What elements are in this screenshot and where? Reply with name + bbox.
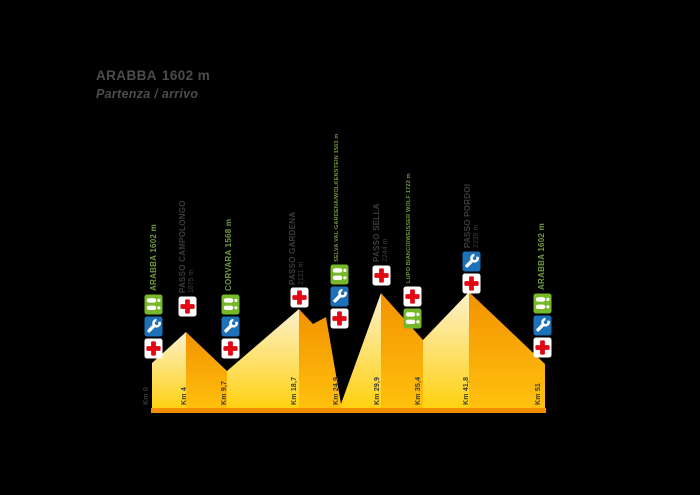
- mechanic-wrench-icon: [462, 251, 481, 272]
- waypoint-name: PASSO GARDENA: [288, 211, 297, 285]
- profile-face-light: [227, 309, 299, 410]
- waypoint-label-lupo-bianco: LUPO BIANCO/WEISSER WOLF 1722 m: [406, 173, 412, 283]
- refreshment-icon: [221, 294, 240, 315]
- refreshment-icon: [403, 308, 422, 329]
- waypoint-elevation: 2244 m: [381, 238, 389, 262]
- medical-aid-icon: [372, 265, 391, 286]
- profile-face-dark: [186, 332, 227, 410]
- km-marker: Km 41,8: [463, 376, 470, 405]
- km-marker: Km 24,9: [333, 376, 340, 405]
- title-subtitle: Partenza / arrivo: [96, 87, 199, 101]
- title-block: ARABBA 1602 m Partenza / arrivo: [96, 68, 210, 101]
- medical-aid-icon: [533, 337, 552, 358]
- medical-aid-icon: [221, 338, 240, 359]
- medical-aid-icon: [330, 308, 349, 329]
- profile-face-dark: [381, 293, 423, 410]
- mechanic-wrench-icon: [533, 315, 552, 336]
- profile-face-dark: [299, 309, 341, 410]
- page-title: ARABBA: [96, 68, 157, 83]
- title-elevation: 1602 m: [161, 68, 211, 83]
- km-marker: Km 51: [535, 382, 542, 405]
- medical-aid-icon: [462, 273, 481, 294]
- km-marker: Km 0: [143, 387, 150, 405]
- medical-aid-icon: [290, 287, 309, 308]
- waypoint-elevation: 1875 m: [187, 269, 195, 293]
- refreshment-icon: [330, 264, 349, 285]
- waypoint-name: LUPO BIANCO/WEISSER WOLF 1722 m: [406, 173, 412, 283]
- waypoint-label-passo-pordoi: PASSO PORDOI 2239 m: [463, 183, 481, 248]
- mechanic-wrench-icon: [330, 286, 349, 307]
- waypoint-name: ARABBA 1602 m: [149, 224, 158, 291]
- waypoint-label-arabba-finish: ARABBA 1602 m: [537, 223, 547, 290]
- mechanic-wrench-icon: [144, 316, 163, 337]
- profile-face-light: [152, 332, 186, 410]
- refreshment-icon: [144, 294, 163, 315]
- km-marker: Km 18,7: [291, 376, 298, 405]
- medical-aid-icon: [144, 338, 163, 359]
- waypoint-name: SELVA VAL GARDENA/WOLKENSTEIN 1563 m: [334, 133, 340, 262]
- waypoint-name: ARABBA 1602 m: [537, 223, 546, 290]
- km-marker: Km 4: [181, 387, 188, 405]
- waypoint-label-selva-val-gardena: SELVA VAL GARDENA/WOLKENSTEIN 1563 m: [334, 134, 340, 262]
- waypoint-label-passo-gardena: PASSO GARDENA 2121 m: [288, 211, 306, 285]
- waypoint-name: PASSO SELLA: [372, 203, 381, 262]
- waypoint-name: CORVARA 1568 m: [224, 218, 233, 291]
- waypoint-label-passo-sella: PASSO SELLA 2244 m: [372, 203, 390, 262]
- profile-face-light: [341, 293, 381, 410]
- medical-aid-icon: [403, 286, 422, 307]
- profile-face-light: [423, 292, 469, 410]
- profile-baseline: [151, 408, 546, 413]
- waypoint-elevation: 2121 m: [297, 261, 305, 285]
- medical-aid-icon: [178, 296, 197, 317]
- waypoint-label-passo-campolongo: PASSO CAMPOLONGO 1875 m: [178, 200, 196, 293]
- km-marker: Km 9,7: [221, 380, 228, 405]
- waypoint-label-corvara: CORVARA 1568 m: [224, 218, 234, 291]
- mechanic-wrench-icon: [221, 316, 240, 337]
- waypoint-elevation: 2239 m: [472, 224, 480, 248]
- waypoint-name: PASSO PORDOI: [463, 183, 472, 248]
- profile-face-dark: [469, 292, 545, 410]
- waypoint-name: PASSO CAMPOLONGO: [178, 200, 187, 293]
- refreshment-icon: [533, 293, 552, 314]
- waypoint-label-arabba-start: ARABBA 1602 m: [149, 224, 159, 291]
- km-marker: Km 35,4: [415, 376, 422, 405]
- km-marker: Km 29,9: [374, 376, 381, 405]
